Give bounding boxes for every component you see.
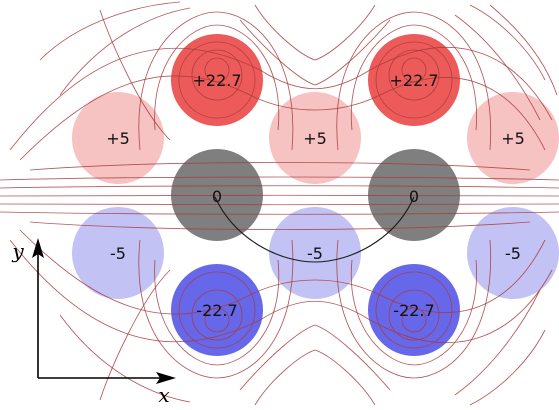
- arc-neg-left-b: [138, 239, 294, 379]
- charge-disk-neg-low-left: [72, 207, 164, 299]
- field-line-bot-3: [99, 269, 171, 401]
- field-line-bot-4: [254, 349, 376, 406]
- field-line-top-3: [39, 1, 181, 61]
- ring-neg-right-2: [388, 289, 440, 341]
- field-line-top-4: [59, 7, 191, 96]
- field-line-bot-8: [59, 314, 191, 403]
- charge-label-pos-low-left: +5: [106, 129, 130, 148]
- charge-label-pos-low-center: +5: [303, 129, 327, 148]
- charge-disks: [72, 34, 559, 356]
- y-axis-label: y: [11, 239, 24, 263]
- x-axis-arrowhead: [156, 372, 176, 384]
- field-line-top-10: [489, 4, 558, 96]
- ring-pos-left-2: [191, 49, 243, 101]
- charge-disk-neg-high-left: [171, 264, 263, 356]
- ring-neg-left-3: [178, 271, 256, 349]
- field-line-top-9: [454, 14, 541, 121]
- field-line-mid-3: [0, 194, 559, 197]
- field-line-bot-1: [9, 239, 553, 344]
- ring-pos-right-1: [401, 57, 427, 83]
- field-line-bot-6: [469, 329, 546, 406]
- ring-pos-left-3: [178, 41, 256, 119]
- arc-pos-right-a: [350, 24, 478, 131]
- ring-neg-right-3: [375, 271, 453, 349]
- charge-label-neg-high-left: -22.7: [196, 301, 237, 320]
- charge-label-neg-low-left: -5: [110, 244, 126, 263]
- connecting-path: [214, 196, 415, 263]
- charge-label-neg-low-center: -5: [307, 244, 323, 263]
- y-axis-arrowhead: [32, 238, 44, 258]
- ring-pos-left-1: [204, 57, 230, 83]
- charge-label-zero-left: 0: [212, 187, 222, 206]
- charge-label-pos-high-left: +22.7: [192, 71, 241, 90]
- charge-disk-zero-right: [368, 149, 460, 241]
- arc-pos-right-b: [336, 11, 492, 151]
- field-line-top-8: [469, 4, 546, 81]
- field-line-top-2: [19, 75, 546, 161]
- field-line-mid-7: [29, 221, 531, 230]
- field-line-mid-6: [29, 162, 531, 171]
- charge-disk-pos-high-left: [171, 34, 263, 126]
- field-line-bot-7: [454, 289, 541, 396]
- field-line-mid-1: [0, 176, 559, 181]
- field-line-top-7: [239, 19, 391, 86]
- charge-label-zero-right: 0: [409, 187, 419, 206]
- field-line-mid-5: [0, 211, 559, 215]
- ring-neg-right-1: [401, 307, 427, 333]
- ring-neg-left-1: [204, 307, 230, 333]
- axes: y x: [11, 238, 176, 407]
- charge-label-neg-low-right: -5: [505, 244, 521, 263]
- field-line-mid-2: [0, 185, 559, 189]
- ring-pos-right-2: [388, 49, 440, 101]
- field-line-bot-2: [19, 229, 546, 315]
- charge-label-pos-low-right: +5: [501, 129, 525, 148]
- arc-pos-left-b: [138, 11, 294, 151]
- x-axis-label: x: [158, 383, 169, 407]
- field-line-top-1: [9, 46, 553, 151]
- charge-label-pos-high-right: +22.7: [389, 71, 438, 90]
- arc-pos-left-a: [154, 24, 280, 131]
- arc-neg-right-a: [350, 259, 478, 366]
- arc-neg-right-b: [336, 239, 492, 379]
- field-line-top-6: [254, 4, 376, 61]
- charge-disk-neg-low-center: [269, 207, 361, 299]
- charge-disk-pos-high-right: [368, 34, 460, 126]
- field-line-mid-4: [0, 203, 559, 206]
- charge-disk-pos-low-left: [72, 92, 164, 184]
- ring-neg-left-2: [191, 289, 243, 341]
- arc-neg-left-a: [154, 259, 280, 366]
- field-line-top-5: [99, 9, 171, 141]
- charge-labels: +22.7 +22.7 +5 +5 +5 0 0 -5 -5 -5 -22.7 …: [106, 71, 525, 320]
- ring-pos-right-3: [375, 41, 453, 119]
- charge-disk-neg-high-right: [368, 264, 460, 356]
- field-line-bot-5: [239, 324, 391, 391]
- charge-label-neg-high-right: -22.7: [393, 301, 434, 320]
- charge-disk-pos-low-center: [269, 92, 361, 184]
